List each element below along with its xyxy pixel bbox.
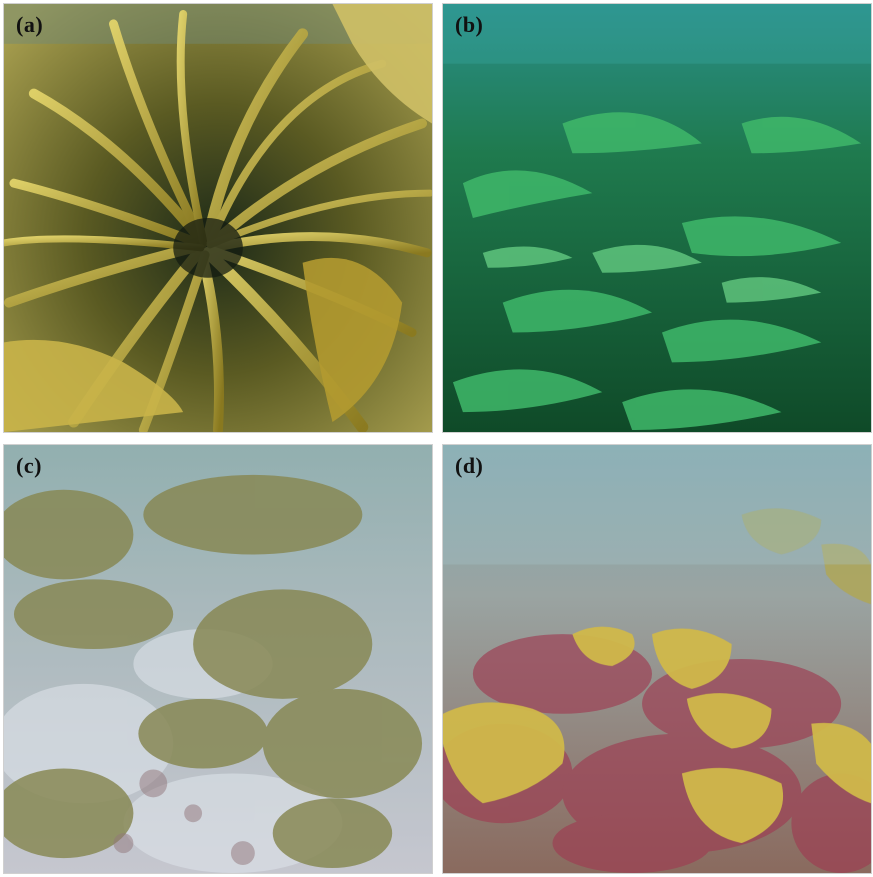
kelp-closeup-photo [4,4,432,432]
panel-label-b: (b) [455,12,484,37]
sparse-kelp-photo [4,445,432,873]
panel-label-c: (c) [16,453,42,478]
photo-panel-b: (b) [442,3,872,433]
photo-panel-c: (c) [3,444,433,874]
panel-label-d: (d) [455,453,484,478]
red-yellow-algae-photo [443,445,871,873]
photo-panel-d: (d) [442,444,872,874]
green-algae-photo [443,4,871,432]
photo-panel-a: (a) [3,3,433,433]
panel-label-a: (a) [16,12,44,37]
